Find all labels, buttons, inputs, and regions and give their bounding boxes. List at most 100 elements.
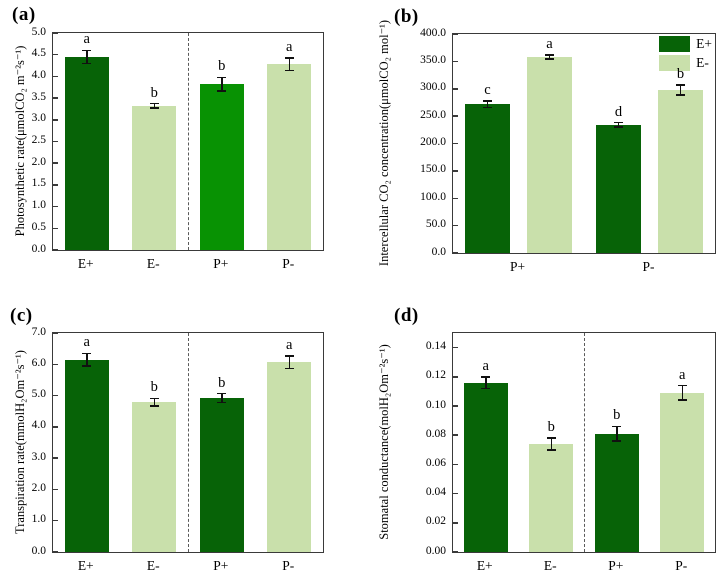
y-tick-label: 0.12 (425, 369, 446, 382)
error-bar (288, 355, 290, 369)
y-tick-label: 2.0 (31, 155, 46, 168)
error-bar-top-cap (149, 102, 159, 105)
bar (658, 89, 703, 253)
y-axis-title: Transpiration rate(mmolH₂Om⁻²s⁻¹) (13, 350, 27, 534)
y-axis-tick (53, 488, 58, 491)
error-bar-bottom-cap (284, 367, 294, 370)
panel-label: (c) (10, 305, 33, 326)
y-tick-label: 0.14 (425, 340, 446, 353)
y-tick-label: 0.10 (425, 398, 446, 411)
y-axis-tick (453, 376, 458, 378)
error-bar-bottom-cap (612, 440, 622, 442)
y-tick-label: 0.0 (31, 544, 46, 557)
significance-letter: a (286, 39, 293, 56)
bar (527, 57, 572, 253)
y-tick-label: 400.0 (420, 26, 446, 39)
y-axis-tick (53, 394, 58, 397)
y-tick-label: 3.0 (31, 450, 46, 463)
significance-letter: a (83, 334, 90, 351)
y-axis-tick (453, 346, 458, 349)
legend-entry: E- (659, 55, 712, 71)
y-tick-label: 1.0 (31, 513, 46, 526)
y-tick-label: 0.00 (425, 544, 446, 557)
bar (465, 104, 510, 253)
bar (594, 433, 639, 552)
y-axis-tick (453, 60, 458, 63)
group-separator-line (583, 333, 585, 552)
y-tick-label: 2.5 (31, 134, 46, 146)
error-bar-bottom-cap (217, 401, 227, 404)
y-tick-label: 7.0 (31, 325, 46, 338)
x-tick-label: P- (282, 256, 295, 271)
error-bar-top-cap (676, 84, 685, 86)
y-tick-label: 4.5 (31, 47, 46, 60)
y-tick-label: 150.0 (420, 163, 446, 176)
error-bar-top-cap (217, 392, 227, 395)
panel-a-photosynthetic-rate: (a) Photosynthetic rate(μmolCO₂ m⁻²s⁻¹) … (0, 0, 364, 289)
error-bar (221, 77, 223, 92)
y-axis-tick (53, 75, 58, 78)
significance-letter: a (83, 31, 90, 48)
error-bar (153, 398, 155, 406)
y-axis-tick (53, 162, 58, 164)
y-axis-tick (453, 252, 458, 254)
y-axis-title: Stomatal conductance(molH₂Om⁻²s⁻¹) (377, 344, 391, 540)
panel-label: (d) (394, 305, 419, 326)
panel-b-intercellular-co2: (b) Intercellular CO₂ concentration(μmol… (364, 0, 728, 289)
y-tick-label: 6.0 (31, 356, 46, 369)
error-bar (616, 426, 618, 442)
error-bar-top-cap (483, 100, 492, 102)
y-tick-label: 0.08 (425, 427, 446, 440)
significance-letter: a (286, 336, 293, 353)
y-axis-tick (453, 142, 458, 145)
y-tick-label: 4.0 (31, 68, 46, 81)
legend-entry: E+ (659, 36, 712, 52)
y-tick-label: 1.5 (31, 177, 46, 190)
bar (529, 443, 574, 552)
group-separator-line (187, 33, 189, 250)
error-bar-bottom-cap (545, 58, 554, 60)
error-bar-top-cap (612, 425, 622, 428)
significance-letter: b (613, 407, 621, 424)
error-bar (86, 50, 88, 64)
error-bar (221, 393, 223, 403)
y-tick-label: 250.0 (420, 108, 446, 121)
x-tick-label: P+ (213, 558, 229, 573)
legend-swatch-icon (659, 55, 691, 71)
y-axis-tick (453, 463, 458, 466)
y-axis-tick (53, 363, 58, 366)
y-tick-label: 2.0 (31, 481, 46, 494)
bar (132, 105, 177, 250)
error-bar-top-cap (284, 57, 294, 59)
y-axis-tick (53, 426, 58, 428)
error-bar-bottom-cap (149, 107, 159, 109)
y-axis-tick (53, 32, 58, 34)
significance-letter: b (218, 58, 226, 75)
error-bar-top-cap (614, 121, 623, 124)
error-bar-bottom-cap (614, 126, 623, 128)
significance-letter: a (546, 35, 553, 52)
legend-label: E+ (696, 36, 712, 51)
error-bar-bottom-cap (677, 399, 687, 401)
error-bar-bottom-cap (483, 106, 492, 109)
y-axis-tick (453, 224, 458, 227)
y-axis-tick (453, 522, 458, 524)
error-bar-bottom-cap (284, 69, 294, 72)
y-axis-tick (53, 184, 58, 186)
error-bar (485, 376, 487, 389)
bar (199, 398, 244, 552)
y-tick-label: 4.0 (31, 419, 46, 432)
error-bar-top-cap (481, 376, 491, 378)
y-tick-label: 0.02 (425, 515, 446, 528)
group-separator-line (187, 333, 189, 552)
x-tick-label: E+ (77, 558, 94, 573)
y-axis-tick (453, 170, 458, 172)
error-bar (617, 122, 620, 128)
y-tick-label: 200.0 (420, 136, 446, 148)
x-tick-label: P+ (213, 256, 229, 271)
significance-letter: a (482, 357, 489, 374)
x-tick-label: E+ (77, 256, 94, 271)
plot-area: a b b a (52, 332, 324, 553)
bar (64, 359, 109, 552)
bar (267, 64, 312, 250)
